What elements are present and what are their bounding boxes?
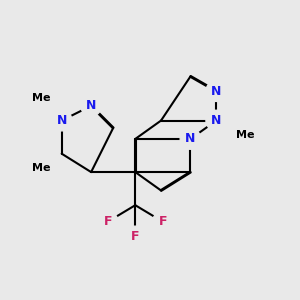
- Circle shape: [206, 110, 226, 131]
- Circle shape: [236, 125, 256, 146]
- Circle shape: [125, 226, 146, 247]
- Text: N: N: [56, 114, 67, 127]
- Circle shape: [98, 212, 118, 232]
- Text: F: F: [159, 215, 167, 228]
- Text: F: F: [103, 215, 112, 228]
- Text: N: N: [185, 133, 196, 146]
- Circle shape: [51, 110, 72, 131]
- Text: N: N: [211, 85, 221, 98]
- Text: N: N: [211, 114, 221, 127]
- Text: F: F: [131, 230, 140, 243]
- Text: Me: Me: [236, 130, 255, 140]
- Circle shape: [180, 129, 201, 149]
- Text: Me: Me: [32, 94, 51, 103]
- Circle shape: [31, 158, 52, 179]
- Text: N: N: [86, 99, 96, 112]
- Text: Me: Me: [32, 164, 51, 173]
- Circle shape: [153, 212, 173, 232]
- Circle shape: [31, 88, 52, 109]
- Circle shape: [81, 95, 101, 116]
- Circle shape: [206, 81, 226, 101]
